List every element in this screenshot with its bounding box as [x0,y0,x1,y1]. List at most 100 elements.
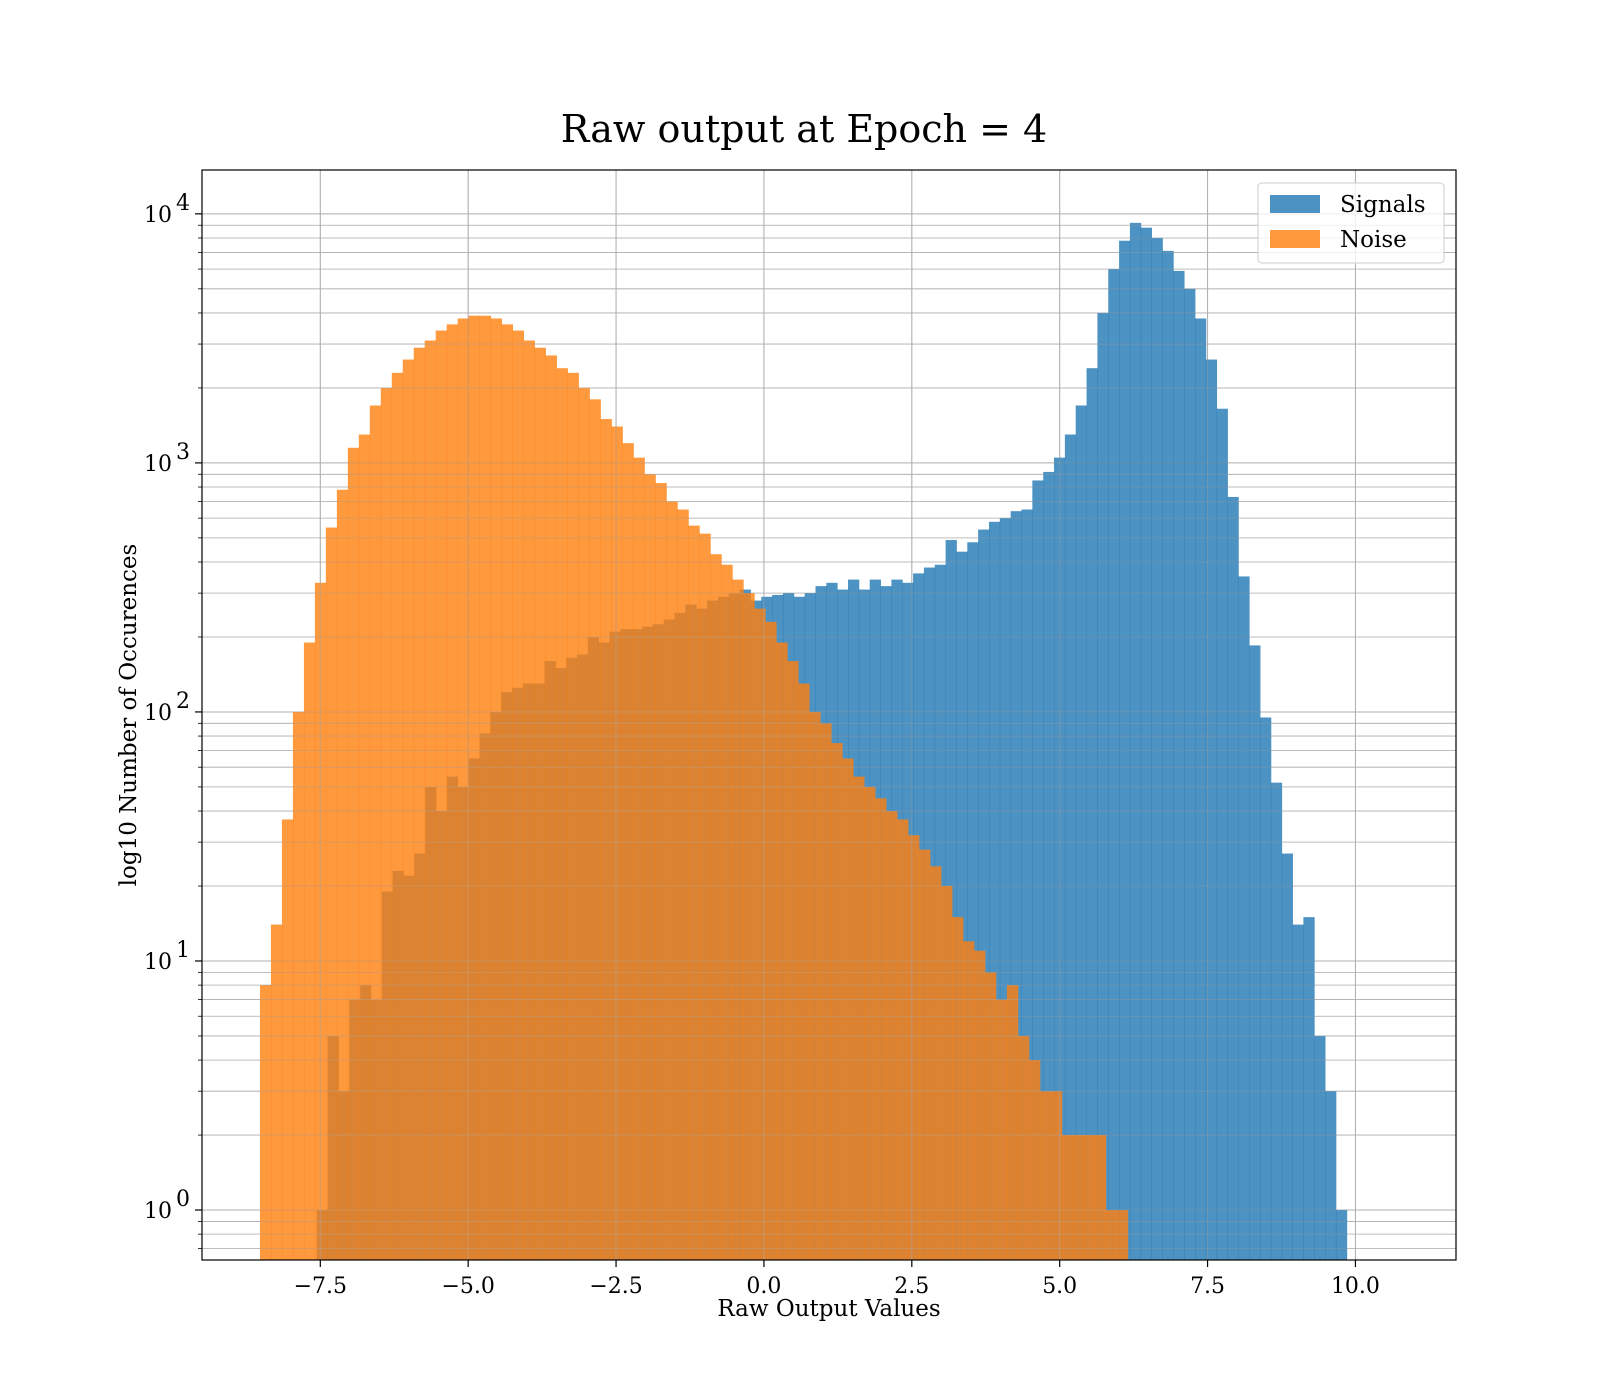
bar-noise [336,489,349,1260]
x-axis-label: Raw Output Values [717,1296,940,1322]
bar-signals [1140,227,1153,1260]
bar-noise [765,621,777,1260]
legend-label-signals: Signals [1340,192,1426,218]
bar-noise [644,474,656,1261]
bar-noise [984,972,997,1260]
bar-noise [567,372,579,1261]
y-tick-exponent: 2 [176,689,190,714]
bar-noise [512,330,524,1260]
bar-noise [303,642,316,1260]
bar-noise [699,533,711,1260]
bar-signals [1227,496,1239,1260]
y-axis-label: log10 Number of Occurences [116,544,142,887]
bar-noise [864,786,876,1260]
bar-noise [655,483,667,1261]
bar-noise [842,758,854,1260]
bar-signals [1238,576,1250,1260]
bar-signals [1075,405,1087,1260]
bar-signals [1032,480,1044,1260]
bar-signals [1194,318,1207,1261]
bar-signals [1064,434,1077,1260]
legend-label-noise: Noise [1340,227,1407,253]
bar-noise [1083,1135,1096,1260]
plot-frame [201,169,1457,1261]
bar-noise [633,457,645,1260]
bar-signals [1292,924,1304,1260]
bar-noise [259,985,272,1260]
bar-noise [468,315,481,1260]
y-tick-exponent: 3 [176,440,190,465]
x-tick-label: 0.0 [746,1274,781,1299]
bar-noise [1017,1035,1030,1260]
bar-signals [1303,917,1315,1260]
bar-noise [809,711,821,1260]
bar-noise [589,399,601,1261]
bar-noise [1094,1135,1107,1260]
bar-noise [951,917,964,1260]
bar-noise [743,593,755,1260]
bar-noise [413,347,426,1260]
bar-noise [710,554,722,1260]
bar-noise [402,359,415,1260]
bar-signals [1129,222,1142,1261]
bar-noise [1050,1091,1063,1260]
bar-noise [908,835,920,1260]
grid-overlay [202,170,1456,1260]
x-tick-label: 5.0 [1042,1274,1077,1299]
bar-noise [435,330,448,1260]
bar-noise [919,849,931,1260]
y-tick-label: 10 [144,950,172,975]
bar-noise [721,564,733,1260]
bar-noise [380,387,393,1260]
bar-signals [1335,1210,1348,1260]
bar-noise [688,525,700,1260]
bar-noise [754,608,766,1260]
bar-noise [875,798,887,1260]
x-tick-label: −7.5 [294,1274,347,1299]
bar-noise [347,447,360,1261]
bar-noise [962,941,975,1260]
bar-noise [776,642,788,1260]
y-tick-exponent: 1 [176,938,190,963]
bar-signals [1314,1035,1326,1260]
bar-signals [1173,270,1185,1260]
y-tick-exponent: 4 [176,191,190,216]
bar-noise [897,819,909,1260]
bar-noise [666,501,678,1260]
bar-signals [978,529,990,1260]
x-tick-label: −2.5 [589,1274,642,1299]
bar-noise [1105,1210,1118,1260]
bar-noise [1028,1060,1041,1260]
y-tick-label: 10 [144,452,172,477]
bar-signals [1216,408,1228,1260]
bar-noise [490,318,503,1261]
bar-signals [999,518,1012,1260]
y-tick-label: 10 [144,1199,172,1224]
bar-noise [930,866,942,1260]
bar-signals [1054,457,1066,1260]
bar-noise [995,999,1008,1260]
bar-signals [1205,359,1218,1260]
bar-noise [281,819,294,1260]
bar-noise [446,324,459,1260]
bar-noise [358,434,371,1260]
bar-noise [787,661,799,1260]
bar-noise [578,387,590,1260]
legend: Signals Noise [1257,182,1445,264]
bar-signals [1162,250,1174,1260]
bar-noise [556,368,568,1260]
bar-noise [1072,1135,1085,1260]
bar-noise [831,743,843,1260]
bar-noise [369,405,382,1260]
bar-signals [1249,645,1261,1260]
bar-noise [973,950,986,1260]
chart-title: Raw output at Epoch = 4 [561,107,1047,151]
bar-noise [853,776,865,1260]
bar-signals [1325,1091,1337,1260]
bar-signals [956,551,968,1260]
x-tick-label: 2.5 [894,1274,929,1299]
bar-signals [1270,782,1283,1260]
x-tick-label: 7.5 [1190,1274,1225,1299]
